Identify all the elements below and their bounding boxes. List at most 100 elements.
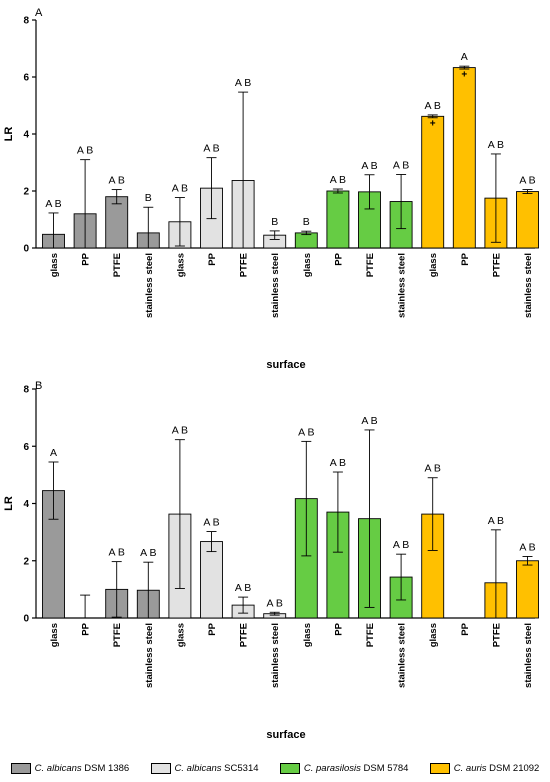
x-tick-label: PP xyxy=(333,622,344,635)
significance-label: A B xyxy=(425,100,441,112)
x-tick-label: stainless steel xyxy=(397,253,408,318)
x-tick-label: glass xyxy=(49,623,60,647)
x-tick-label: stainless steel xyxy=(397,623,408,688)
legend-item-c-albicans-sc5314: C. albicans SC5314 xyxy=(150,762,259,774)
significance-label: A B xyxy=(45,198,61,210)
x-tick-label: PTFE xyxy=(239,623,250,647)
y-tick-label: 4 xyxy=(23,499,29,510)
legend: C. albicans DSM 1386 C. albicans SC5314 … xyxy=(0,757,550,779)
legend-swatch xyxy=(429,762,450,774)
y-tick-label: 6 xyxy=(23,442,29,453)
x-tick-label: PTFE xyxy=(365,253,376,277)
significance-label: A B xyxy=(235,582,251,594)
x-tick-label: PP xyxy=(81,622,92,635)
x-axis-label: surface xyxy=(266,729,305,741)
significance-label: A xyxy=(50,447,57,459)
x-tick-label: glass xyxy=(428,253,439,277)
y-tick-label: 0 xyxy=(23,244,29,255)
legend-item-c-auris: C. auris DSM 21092 xyxy=(429,762,540,774)
significance-label: A xyxy=(461,51,468,63)
x-tick-label: glass xyxy=(49,253,60,277)
x-tick-label: glass xyxy=(302,623,313,647)
legend-swatch xyxy=(150,762,171,774)
legend-label: C. albicans SC5314 xyxy=(174,762,259,774)
bar xyxy=(105,196,129,249)
legend-label: C. auris DSM 21092 xyxy=(453,762,540,774)
significance-label: A B xyxy=(330,457,346,469)
significance-label: A B xyxy=(361,415,377,427)
legend-swatch xyxy=(10,762,31,774)
bar xyxy=(516,191,539,249)
bar xyxy=(421,115,445,249)
x-tick-label: PTFE xyxy=(365,623,376,647)
significance-label: A B xyxy=(109,547,125,559)
x-tick-label: PTFE xyxy=(239,253,250,277)
x-tick-label: PP xyxy=(333,252,344,265)
y-tick-label: 0 xyxy=(23,614,29,625)
y-tick-label: 2 xyxy=(23,187,29,198)
significance-label: A B xyxy=(488,139,504,151)
significance-label: A B xyxy=(267,597,283,609)
panel-label: A xyxy=(35,7,43,19)
x-tick-label: PP xyxy=(460,622,471,635)
bar-marker: + xyxy=(461,70,467,81)
significance-label: B xyxy=(271,216,278,228)
significance-label: A B xyxy=(235,77,251,89)
legend-swatch xyxy=(279,762,300,774)
bar xyxy=(294,232,318,249)
x-tick-label: PP xyxy=(207,622,218,635)
significance-label: A B xyxy=(109,175,125,187)
bar xyxy=(452,67,476,249)
significance-label: A B xyxy=(140,547,156,559)
significance-label: B xyxy=(145,192,152,204)
x-tick-label: stainless steel xyxy=(270,253,281,318)
x-tick-label: glass xyxy=(175,623,186,647)
x-tick-label: glass xyxy=(175,253,186,277)
significance-label: A B xyxy=(203,517,219,529)
significance-label: A B xyxy=(172,183,188,195)
legend-item-c-parasilosis: C. parasilosis DSM 5784 xyxy=(279,762,409,774)
x-tick-label: PP xyxy=(207,252,218,265)
x-tick-label: PTFE xyxy=(112,253,123,277)
legend-item-c-albicans-dsm1386: C. albicans DSM 1386 xyxy=(10,762,130,774)
y-tick-label: 4 xyxy=(23,130,29,141)
x-tick-label: stainless steel xyxy=(144,253,155,318)
significance-label: A B xyxy=(393,539,409,551)
x-tick-label: stainless steel xyxy=(523,623,534,688)
y-tick-label: 6 xyxy=(23,73,29,84)
bar-marker: + xyxy=(430,118,436,129)
significance-label: B xyxy=(303,216,310,228)
significance-label: A B xyxy=(298,426,314,438)
y-tick-label: 2 xyxy=(23,556,29,567)
x-tick-label: PTFE xyxy=(112,623,123,647)
significance-label: A B xyxy=(203,143,219,155)
x-tick-label: PP xyxy=(81,252,92,265)
x-tick-label: glass xyxy=(302,253,313,277)
y-axis-label: LR xyxy=(3,496,15,511)
bar xyxy=(516,560,539,619)
y-tick-label: 8 xyxy=(23,16,29,27)
significance-label: A B xyxy=(393,159,409,171)
legend-label: C. albicans DSM 1386 xyxy=(34,762,130,774)
x-tick-label: PTFE xyxy=(491,623,502,647)
x-tick-label: PP xyxy=(460,252,471,265)
panel-label: B xyxy=(35,380,42,392)
y-axis-label: LR xyxy=(3,127,15,142)
significance-label: A B xyxy=(519,541,535,553)
x-axis-label: surface xyxy=(266,359,305,371)
significance-label: A B xyxy=(361,160,377,172)
significance-label: A B xyxy=(519,175,535,187)
significance-label: A B xyxy=(488,515,504,527)
legend-label: C. parasilosis DSM 5784 xyxy=(303,762,409,774)
x-tick-label: stainless steel xyxy=(523,253,534,318)
x-tick-label: PTFE xyxy=(491,253,502,277)
significance-label: A B xyxy=(172,425,188,437)
bar xyxy=(326,190,350,249)
significance-label: A B xyxy=(77,145,93,157)
significance-label: A B xyxy=(330,174,346,186)
x-tick-label: stainless steel xyxy=(144,623,155,688)
x-tick-label: glass xyxy=(428,623,439,647)
